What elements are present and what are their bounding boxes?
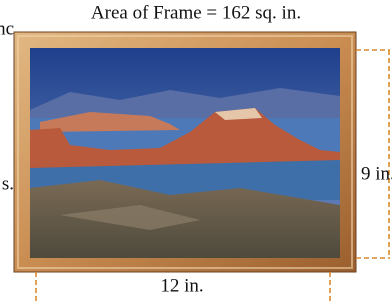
page: nc s. Area of Frame = 162 sq. in. 9 in. … (0, 0, 392, 301)
cropped-text: s. (2, 173, 14, 194)
title: Area of Frame = 162 sq. in. (91, 2, 301, 23)
cropped-text: nc (0, 18, 14, 39)
height-label: 9 in. (361, 163, 392, 184)
photo (30, 48, 340, 258)
width-label: 12 in. (160, 275, 203, 296)
figure: nc s. Area of Frame = 162 sq. in. 9 in. … (0, 0, 392, 301)
